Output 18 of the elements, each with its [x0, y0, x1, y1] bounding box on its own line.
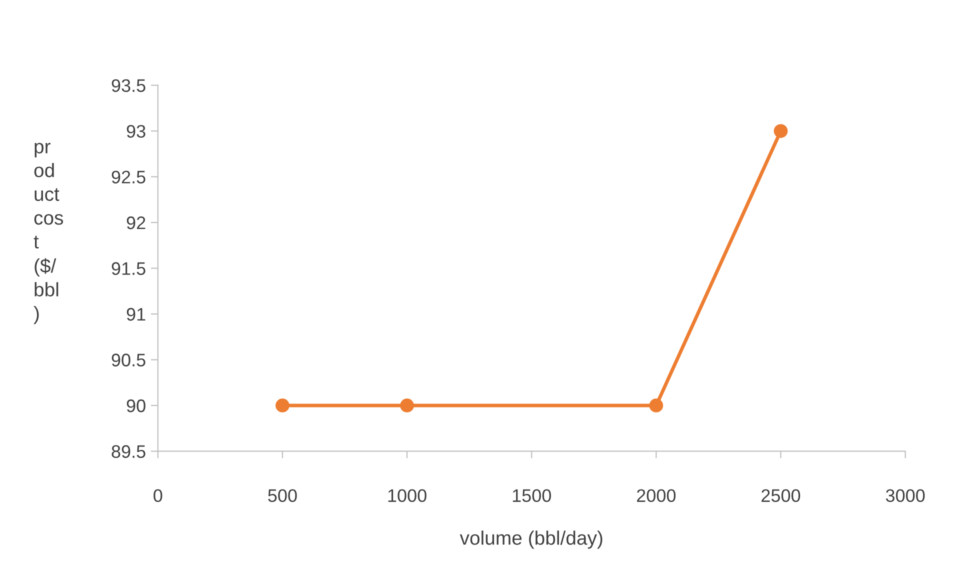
x-tick-label: 3000	[886, 489, 925, 502]
x-tick-label: 500	[268, 489, 297, 502]
y-tick-label: 89.5	[112, 445, 146, 458]
x-tick-label: 2500	[762, 489, 800, 502]
y-tick-label: 91	[126, 308, 146, 321]
x-tick-label: 1500	[512, 489, 551, 502]
y-tick-label: 90.5	[112, 354, 146, 366]
y-tick-label: 92	[126, 216, 146, 230]
y-tick-label: 90	[126, 399, 146, 412]
y-tick-label: 91.5	[112, 262, 146, 275]
x-axis-title: volume (bbl/day)	[460, 530, 602, 549]
y-tick-label: 92.5	[112, 170, 146, 184]
x-tick-label: 1000	[388, 489, 426, 502]
x-tick-label: 0	[154, 489, 162, 502]
x-tick-label: 2000	[637, 489, 676, 502]
y-tick-label: 93	[126, 124, 146, 138]
y-tick-label: 93.5	[112, 79, 146, 92]
y-axis-title: pr od uct cos t ($/ bbl )	[34, 142, 64, 324]
